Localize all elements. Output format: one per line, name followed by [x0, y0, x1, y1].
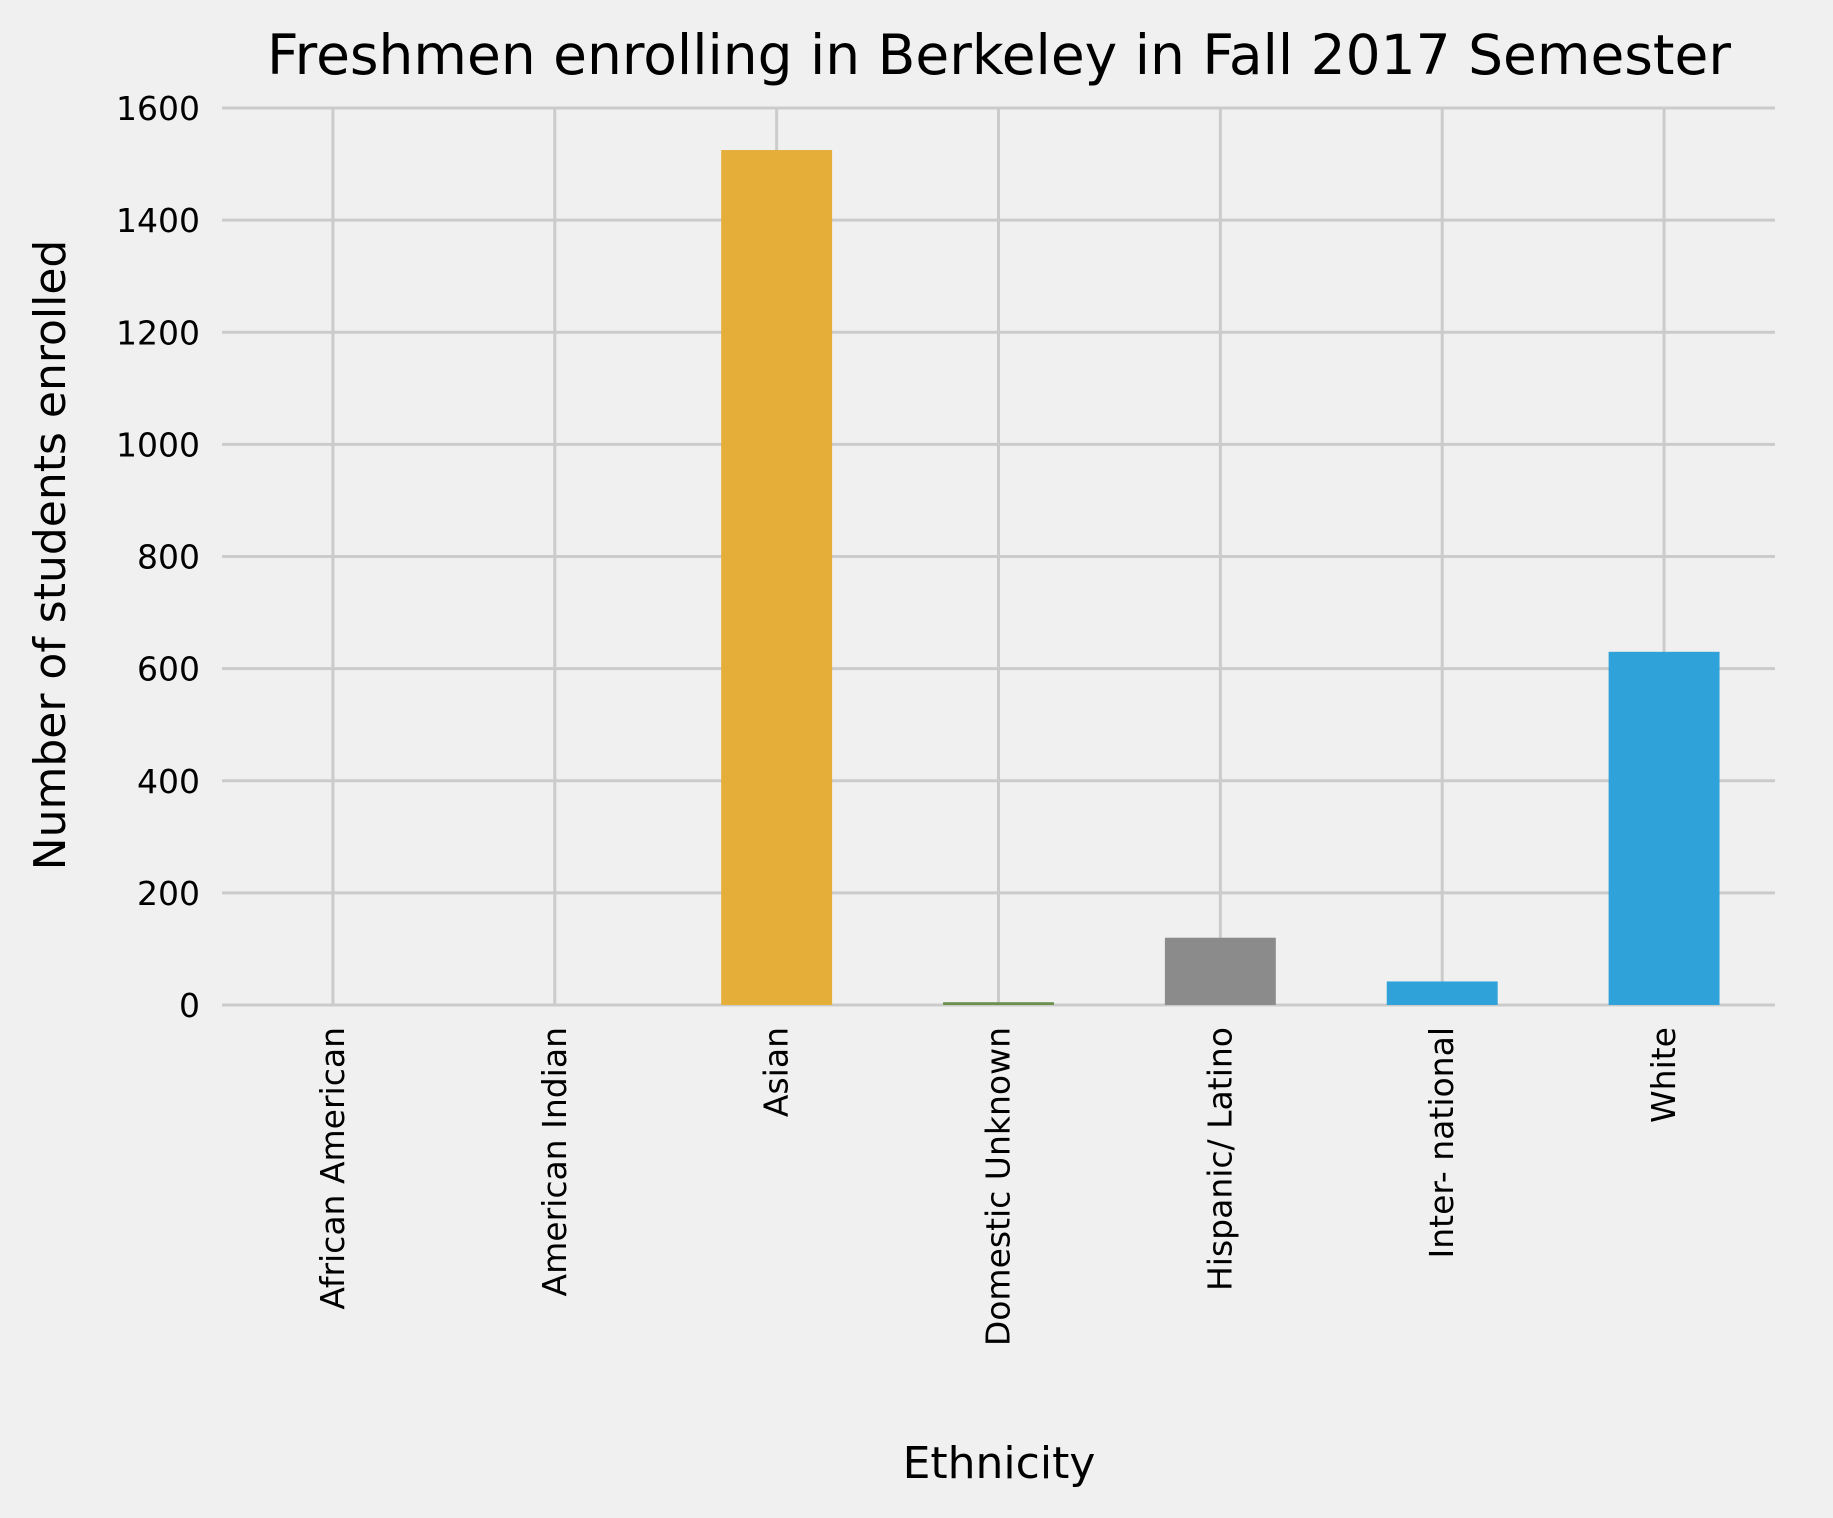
- x-axis-label: Ethnicity: [903, 1438, 1096, 1489]
- y-tick-label: 400: [137, 762, 200, 801]
- y-tick-label: 800: [137, 538, 200, 577]
- bar-asian: [721, 150, 833, 1005]
- x-tick-label: Domestic Unknown: [979, 1027, 1018, 1346]
- bar-hispanic-latino: [1164, 937, 1276, 1005]
- bar-inter-national: [1386, 981, 1498, 1005]
- y-tick-label: 1000: [116, 425, 200, 464]
- tick-labels: 0 200 400 600 800 1000 1200 1400 1600 African Ame…: [116, 89, 1683, 1346]
- chart-title: Freshmen enrolling in Berkeley in Fall 2…: [267, 23, 1731, 87]
- x-tick-label: American Indian: [535, 1027, 574, 1296]
- x-tick-label: White: [1644, 1027, 1683, 1123]
- y-tick-label: 600: [137, 650, 200, 689]
- y-tick-label: 0: [179, 986, 200, 1025]
- y-tick-label: 1200: [116, 313, 200, 352]
- bars: [721, 150, 1720, 1005]
- bar-domestic-unknown: [943, 1002, 1054, 1005]
- y-tick-label: 1600: [116, 89, 200, 128]
- x-tick-label: Asian: [757, 1027, 796, 1117]
- bar-white: [1608, 651, 1720, 1005]
- y-tick-label: 200: [137, 874, 200, 913]
- x-tick-label: Hispanic/ Latino: [1200, 1027, 1239, 1291]
- x-tick-label: African American: [313, 1027, 352, 1310]
- x-tick-label: Inter- national: [1422, 1027, 1461, 1258]
- y-tick-label: 1400: [116, 201, 200, 240]
- y-axis-label: Number of students enrolled: [25, 240, 76, 871]
